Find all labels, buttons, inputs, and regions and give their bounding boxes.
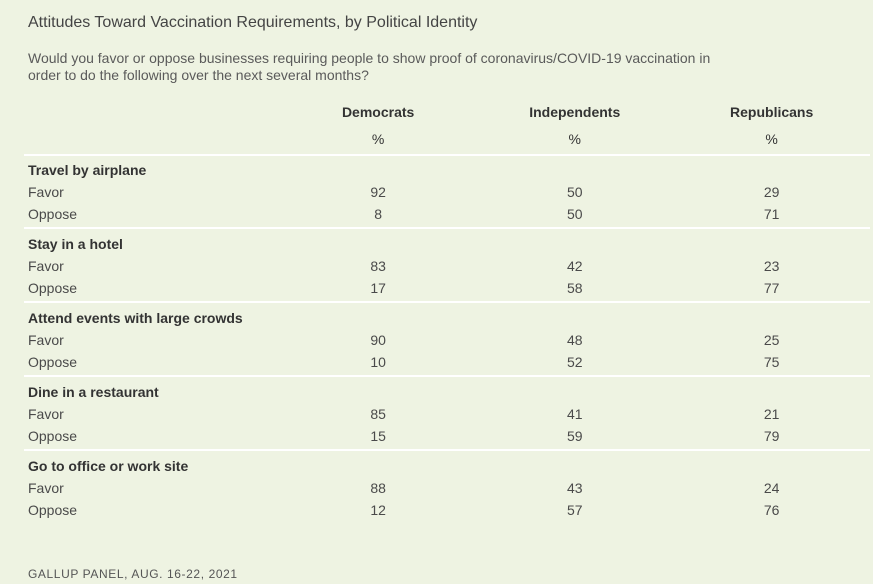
group-label: Dine in a restaurant xyxy=(28,384,159,400)
row-label: Favor xyxy=(28,258,64,274)
cell-democrats: 10 xyxy=(280,351,477,377)
table-row: Oppose 12 57 76 xyxy=(24,499,870,521)
row-label: Oppose xyxy=(24,425,281,451)
unit-label-republicans: % xyxy=(673,124,870,156)
group-row: Travel by airplane xyxy=(24,155,870,181)
group-row: Go to office or work site xyxy=(24,450,870,477)
cell-democrats: 90 xyxy=(370,332,386,348)
cell-republicans: 29 xyxy=(763,184,780,200)
table-row: Oppose 10 52 75 xyxy=(24,351,870,377)
cell-republicans: 25 xyxy=(763,332,780,348)
cell-republicans: 21 xyxy=(763,406,780,422)
cell-independents: 41 xyxy=(566,406,583,422)
row-label: Oppose xyxy=(24,277,281,303)
table-row: Oppose 17 58 77 xyxy=(24,277,870,303)
row-label: Favor xyxy=(28,184,64,200)
table-row: Favor 83 42 23 xyxy=(24,255,870,277)
cell-independents: 58 xyxy=(476,277,674,303)
column-header-independents: Independents xyxy=(529,104,621,120)
results-table: Democrats Independents Republicans % % %… xyxy=(24,100,870,521)
row-label: Oppose xyxy=(28,502,78,518)
cell-democrats: 15 xyxy=(280,425,477,451)
row-label: Oppose xyxy=(24,203,281,229)
table-body: Travel by airplane Favor 92 50 29 Oppose… xyxy=(24,155,870,521)
row-label: Oppose xyxy=(24,351,281,377)
cell-independents: 50 xyxy=(566,184,583,200)
cell-democrats: 12 xyxy=(370,502,386,518)
column-header-democrats: Democrats xyxy=(341,104,415,120)
group-row: Dine in a restaurant xyxy=(24,376,870,403)
cell-independents: 59 xyxy=(476,425,674,451)
cell-independents: 42 xyxy=(566,258,583,274)
cell-democrats: 8 xyxy=(280,203,477,229)
group-label: Travel by airplane xyxy=(28,162,147,178)
group-row: Attend events with large crowds xyxy=(24,302,870,329)
cell-republicans: 76 xyxy=(763,502,780,518)
table-row: Favor 85 41 21 xyxy=(24,403,870,425)
cell-republicans: 79 xyxy=(673,425,870,451)
table-row: Favor 88 43 24 xyxy=(24,477,870,499)
source-footer: GALLUP PANEL, AUG. 16-22, 2021 xyxy=(28,567,238,581)
group-label: Attend events with large crowds xyxy=(28,310,243,326)
group-label: Stay in a hotel xyxy=(28,236,123,252)
table-row: Favor 90 48 25 xyxy=(24,329,870,351)
row-label: Favor xyxy=(28,406,64,422)
group-label: Go to office or work site xyxy=(28,458,189,474)
cell-independents: 57 xyxy=(566,502,583,518)
column-header-row: Democrats Independents Republicans xyxy=(24,100,870,124)
row-label: Favor xyxy=(28,480,64,496)
unit-blank xyxy=(24,124,281,156)
cell-democrats: 83 xyxy=(370,258,386,274)
cell-republicans: 24 xyxy=(763,480,780,496)
cell-republicans: 77 xyxy=(673,277,870,303)
column-header-republicans: Republicans xyxy=(730,104,814,120)
cell-independents: 48 xyxy=(566,332,583,348)
group-row: Stay in a hotel xyxy=(24,228,870,255)
cell-democrats: 17 xyxy=(280,277,477,303)
cell-democrats: 92 xyxy=(370,184,386,200)
row-label: Favor xyxy=(28,332,64,348)
cell-republicans: 23 xyxy=(763,258,780,274)
table-row: Oppose 8 50 71 xyxy=(24,203,870,229)
cell-democrats: 88 xyxy=(370,480,386,496)
table-row: Oppose 15 59 79 xyxy=(24,425,870,451)
cell-democrats: 85 xyxy=(370,406,386,422)
chart-subtitle: Would you favor or oppose businesses req… xyxy=(28,50,711,83)
table-row: Favor 92 50 29 xyxy=(24,181,870,203)
cell-republicans: 71 xyxy=(673,203,870,229)
group-spacer xyxy=(280,302,870,329)
cell-republicans: 75 xyxy=(673,351,870,377)
cell-independents: 43 xyxy=(566,480,583,496)
unit-row: % % % xyxy=(24,124,870,156)
unit-label-independents: % xyxy=(476,124,674,156)
cell-independents: 52 xyxy=(476,351,674,377)
cell-independents: 50 xyxy=(476,203,674,229)
unit-label-democrats: % xyxy=(280,124,477,156)
chart-title: Attitudes Toward Vaccination Requirement… xyxy=(28,14,478,31)
column-header-blank xyxy=(24,100,280,124)
